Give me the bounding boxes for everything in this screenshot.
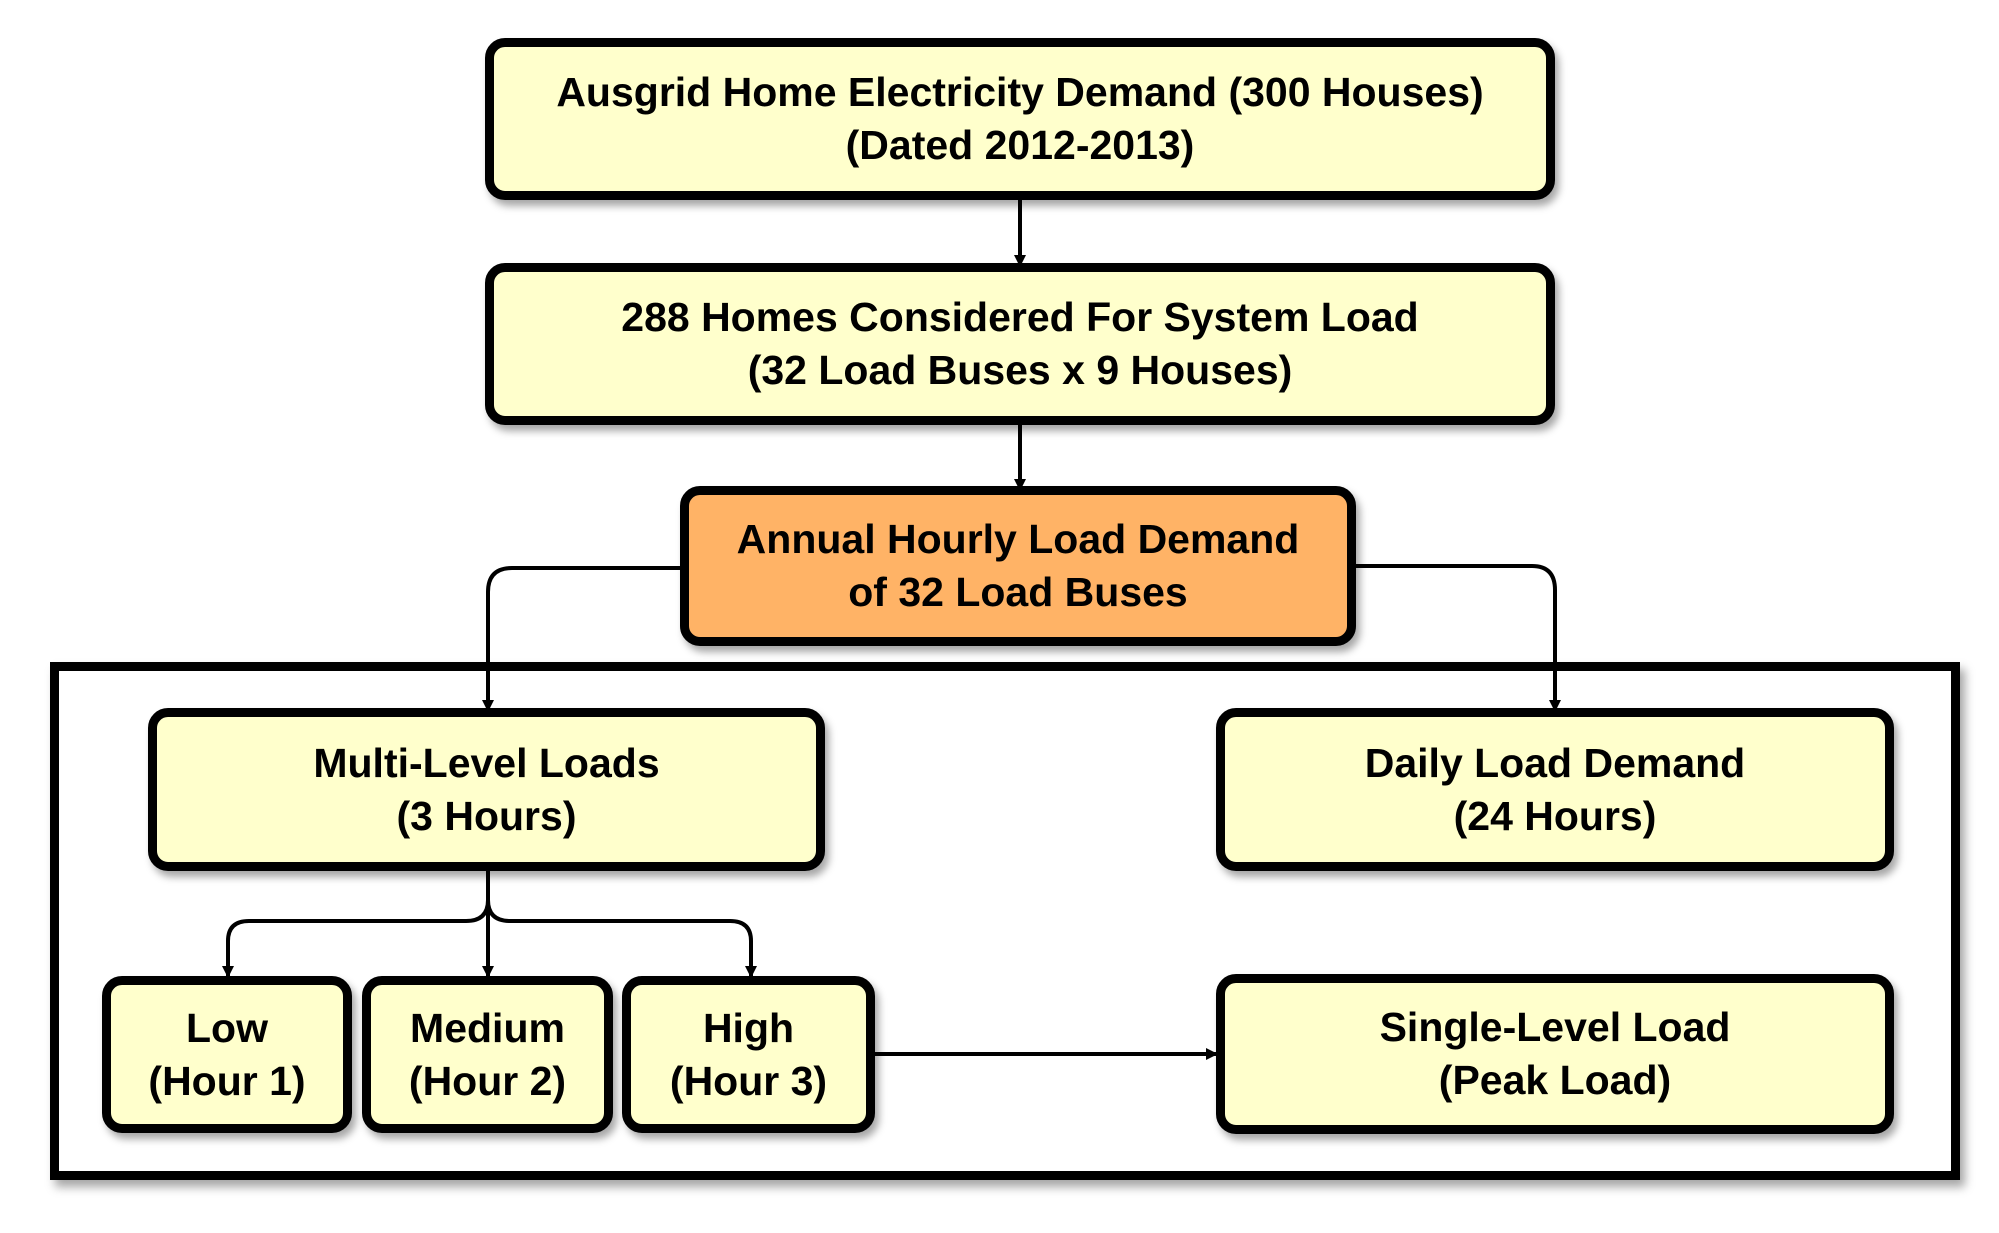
medium-load-box: Medium (Hour 2) <box>362 976 613 1133</box>
single-level-load-line1: Single-Level Load <box>1379 1004 1731 1050</box>
multi-level-loads-line1: Multi-Level Loads <box>313 739 660 786</box>
high-load-box: High (Hour 3) <box>622 976 875 1133</box>
arrow-multi-level-to-low <box>222 870 490 978</box>
load-categories-frame <box>50 662 1960 1180</box>
homes-considered-line1: 288 Homes Considered For System Load <box>621 294 1419 340</box>
daily-load-demand-line2: (24 Hours) <box>1453 792 1657 839</box>
ausgrid-demand-line2: (Dated 2012-2013) <box>845 122 1195 168</box>
annual-hourly-demand-line2: of 32 Load Buses <box>848 569 1188 615</box>
multi-level-loads-box: Multi-Level Loads (3 Hours) <box>148 708 825 871</box>
arrow-multi-level-to-high <box>486 870 757 978</box>
annual-hourly-demand-line1: Annual Hourly Load Demand <box>736 516 1300 562</box>
high-load-line1: High <box>702 1004 795 1051</box>
multi-level-loads-line2: (3 Hours) <box>396 792 577 839</box>
high-load-line2: (Hour 3) <box>669 1057 828 1104</box>
arrow-annual-to-daily <box>1352 564 1561 712</box>
low-load-line1: Low <box>186 1004 268 1051</box>
low-load-box: Low (Hour 1) <box>102 976 352 1133</box>
homes-considered-line2: (32 Load Buses x 9 Houses) <box>747 347 1293 393</box>
ausgrid-demand-box: Ausgrid Home Electricity Demand (300 Hou… <box>485 38 1555 200</box>
ausgrid-demand-line1: Ausgrid Home Electricity Demand (300 Hou… <box>556 69 1484 115</box>
daily-load-demand-box: Daily Load Demand (24 Hours) <box>1216 708 1894 871</box>
annual-hourly-demand-box: Annual Hourly Load Demand of 32 Load Bus… <box>680 486 1356 646</box>
low-load-line2: (Hour 1) <box>148 1057 306 1104</box>
single-level-load-box: Single-Level Load (Peak Load) <box>1216 974 1894 1134</box>
single-level-load-line2: (Peak Load) <box>1438 1057 1672 1103</box>
medium-load-line2: (Hour 2) <box>408 1057 567 1104</box>
daily-load-demand-line1: Daily Load Demand <box>1364 739 1746 786</box>
medium-load-line1: Medium <box>410 1004 565 1051</box>
arrow-annual-to-multi-level <box>482 566 685 712</box>
homes-considered-box: 288 Homes Considered For System Load (32… <box>485 263 1555 425</box>
